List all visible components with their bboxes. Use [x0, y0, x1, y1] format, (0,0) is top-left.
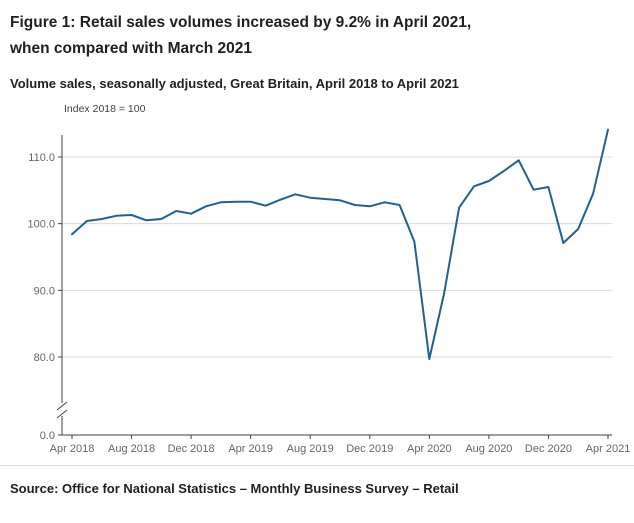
x-tick-label: Apr 2020 [407, 443, 452, 455]
y-tick-label: 90.0 [34, 285, 55, 297]
x-tick-label: Aug 2020 [465, 443, 512, 455]
axis-break-icon [56, 409, 68, 419]
x-tick-label: Apr 2019 [228, 443, 273, 455]
figure-title: Figure 1: Retail sales volumes increased… [10, 10, 622, 62]
y-tick-label: 100.0 [27, 219, 55, 231]
x-tick-label: Apr 2021 [586, 443, 631, 455]
axis-break-icon [56, 401, 68, 411]
ons-figure-page: Figure 1: Retail sales volumes increased… [0, 10, 634, 496]
footer-divider [0, 465, 634, 466]
figure-subtitle: Volume sales, seasonally adjusted, Great… [10, 76, 459, 91]
figure-title-line2: when compared with March 2021 [10, 40, 253, 57]
axis-break-gap [60, 403, 64, 416]
x-tick-label: Dec 2018 [168, 443, 215, 455]
x-tick-label: Dec 2020 [525, 443, 572, 455]
figure-title-line1: Figure 1: Retail sales volumes increased… [10, 14, 472, 31]
y-axis-unit-label: Index 2018 = 100 [64, 103, 146, 115]
y-tick-label: 80.0 [34, 352, 55, 364]
y-tick-label: 110.0 [28, 152, 55, 164]
sales-line [71, 128, 609, 360]
x-tick-label: Apr 2018 [50, 443, 95, 455]
source-text: Source: Office for National Statistics –… [10, 481, 459, 496]
line-chart: Index 2018 = 100 110.0 100.0 90.0 80.0 0.0 Ap… [10, 103, 630, 457]
x-tick-label: Aug 2018 [108, 443, 155, 455]
x-tick-label: Dec 2019 [346, 443, 393, 455]
x-tick-label: Aug 2019 [287, 443, 334, 455]
y-tick-label: 0.0 [40, 430, 55, 442]
